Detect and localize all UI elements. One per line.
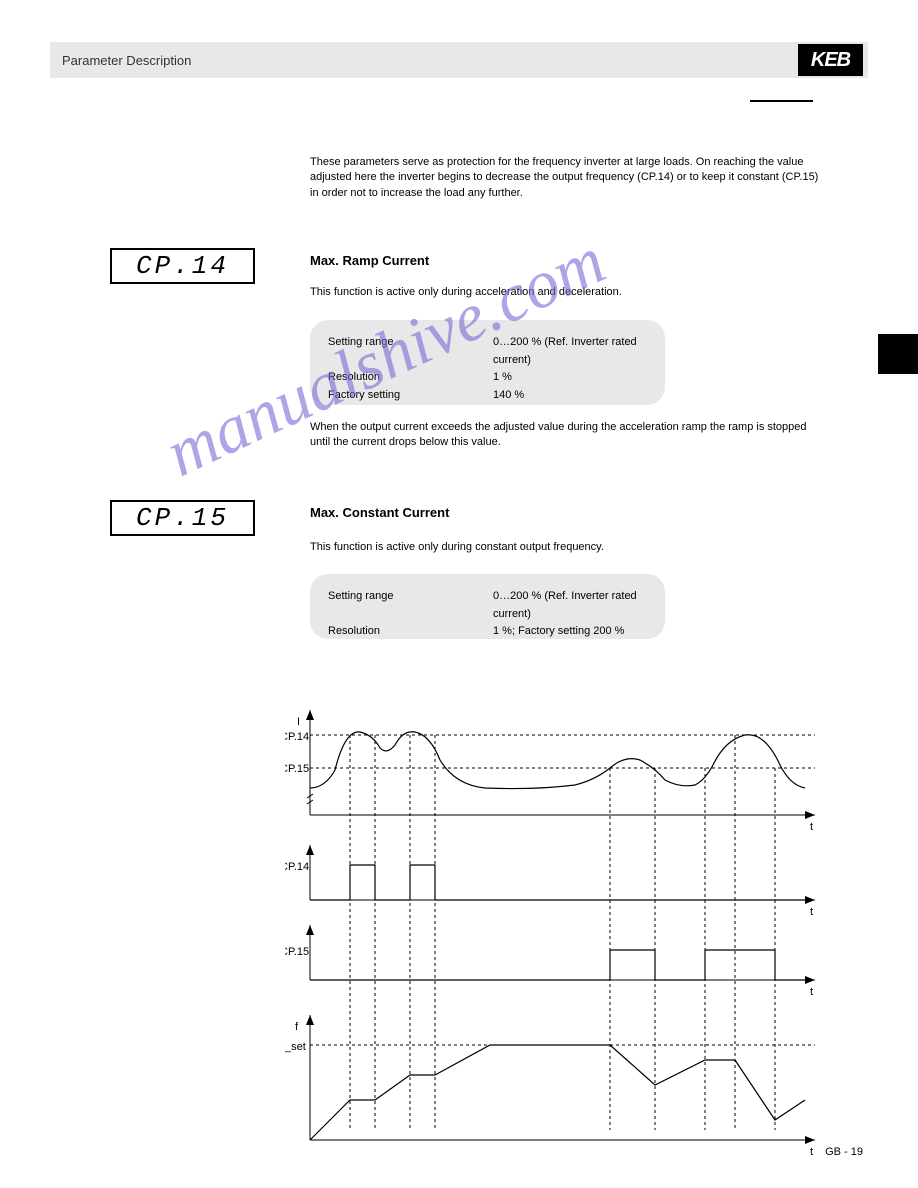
intro-text: These parameters serve as protection for… — [310, 155, 820, 201]
chart-t1: t — [810, 821, 813, 833]
chart-svg: CP.14 CP.15 I t CP.14 t — [285, 705, 825, 1165]
timing-diagram: CP.14 CP.15 I t CP.14 t — [285, 705, 825, 1165]
cp14-info-box: Setting range 0…200 % (Ref. Inverter rat… — [310, 320, 665, 405]
chart-t3: t — [810, 986, 813, 998]
cp15-info-box: Setting range 0…200 % (Ref. Inverter rat… — [310, 574, 665, 639]
cp14-range-value: 0…200 % (Ref. Inverter rated current) — [493, 334, 647, 369]
cp14-below-text: When the output current exceeds the adju… — [310, 420, 820, 451]
cp14-desc: This function is active only during acce… — [310, 285, 820, 300]
cp14-factory-value: 140 % — [493, 387, 647, 405]
marginal-tab — [878, 334, 918, 374]
cp15-resolution-value: 1 %; Factory setting 200 % — [493, 623, 647, 641]
keb-logo-text: KEB — [811, 49, 850, 72]
cp15-resolution-label: Resolution — [328, 623, 493, 641]
chart-cp15-pulse-label: CP.15 — [285, 946, 309, 958]
chart-f-label: f — [295, 1021, 299, 1033]
chart-fset-label: f_set — [285, 1041, 306, 1053]
cp15-display-text: CP.15 — [136, 503, 229, 533]
chart-cp14-label: CP.14 — [285, 731, 309, 743]
cp14-title: Max. Ramp Current — [310, 253, 429, 268]
cp14-factory-label: Factory setting — [328, 387, 493, 405]
chart-cp14-pulse-label: CP.14 — [285, 861, 309, 873]
cp14-resolution-value: 1 % — [493, 369, 647, 387]
cp15-display: CP.15 — [110, 500, 255, 536]
guide-lines — [350, 735, 775, 1130]
chart-t2: t — [810, 906, 813, 918]
cp14-display: CP.14 — [110, 248, 255, 284]
header-subtitle: Parameter Description — [62, 53, 191, 68]
header-bar: Parameter Description — [50, 42, 868, 78]
chart-t4: t — [810, 1146, 813, 1158]
chart-i-label: I — [297, 716, 300, 728]
cp14-range-label: Setting range — [328, 334, 493, 369]
chart-cp15-label: CP.15 — [285, 763, 309, 775]
cp15-range-value: 0…200 % (Ref. Inverter rated current) — [493, 588, 647, 623]
cp15-range-label: Setting range — [328, 588, 493, 623]
cp15-desc: This function is active only during cons… — [310, 540, 820, 555]
keb-logo: KEB — [798, 44, 863, 76]
keb-underline — [750, 100, 813, 102]
page-number: GB - 19 — [825, 1146, 863, 1158]
cp14-display-text: CP.14 — [136, 251, 229, 281]
cp15-title: Max. Constant Current — [310, 505, 449, 520]
cp14-resolution-label: Resolution — [328, 369, 493, 387]
